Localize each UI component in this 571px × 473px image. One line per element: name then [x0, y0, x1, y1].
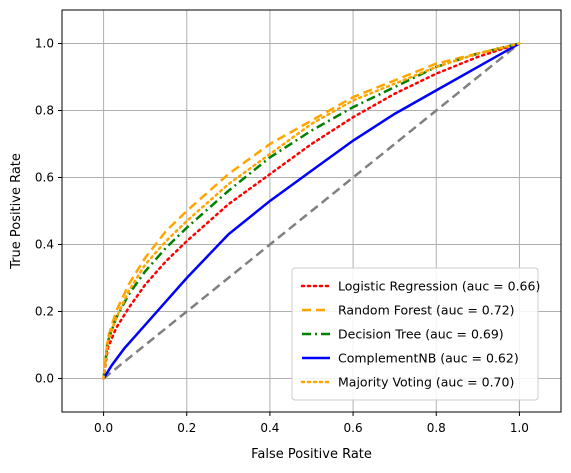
legend: Logistic Regression (auc = 0.66) Random F…: [291, 267, 540, 401]
x-axis-title: False Positive Rate: [251, 447, 372, 462]
legend-label: Random Forest (auc = 0.72): [338, 303, 515, 318]
x-tick-label: 0.0: [94, 421, 113, 435]
plot-frame: [61, 9, 562, 413]
y-axis-title: True Positive Rate: [9, 153, 24, 270]
x-ticks: 0.0 0.2 0.4 0.6 0.8 1.0: [94, 412, 529, 435]
y-tick-label: 0.8: [35, 104, 54, 118]
y-tick-label: 0.0: [35, 372, 54, 386]
x-tick-label: 0.4: [260, 421, 279, 435]
y-tick-label: 0.2: [35, 305, 54, 319]
series-line-1: [102, 42, 521, 380]
series-line-5: [102, 42, 521, 380]
legend-label: ComplementNB (auc = 0.62): [338, 351, 519, 366]
legend-box: [291, 267, 539, 401]
x-tick-label: 1.0: [510, 421, 529, 435]
x-tick-label: 0.8: [427, 421, 446, 435]
x-tick-label: 0.6: [344, 421, 363, 435]
y-tick-label: 0.6: [35, 171, 54, 185]
legend-items: Logistic Regression (auc = 0.66) Random F…: [300, 279, 540, 390]
series-line-2: [102, 42, 520, 379]
y-tick-label: 0.4: [35, 238, 54, 252]
series-line-4: [102, 42, 521, 380]
y-tick-label: 1.0: [35, 37, 54, 51]
reference-line-group: [102, 42, 521, 380]
legend-label: Decision Tree (auc = 0.69): [338, 327, 504, 342]
series-group: [102, 42, 521, 380]
grid: [62, 10, 561, 412]
y-ticks: 0.0 0.2 0.4 0.6 0.8 1.0: [35, 37, 62, 386]
legend-label: Majority Voting (auc = 0.70): [338, 375, 514, 390]
legend-label: Logistic Regression (auc = 0.66): [338, 279, 540, 294]
x-tick-label: 0.2: [177, 421, 196, 435]
reference-diagonal-line: [102, 42, 521, 380]
